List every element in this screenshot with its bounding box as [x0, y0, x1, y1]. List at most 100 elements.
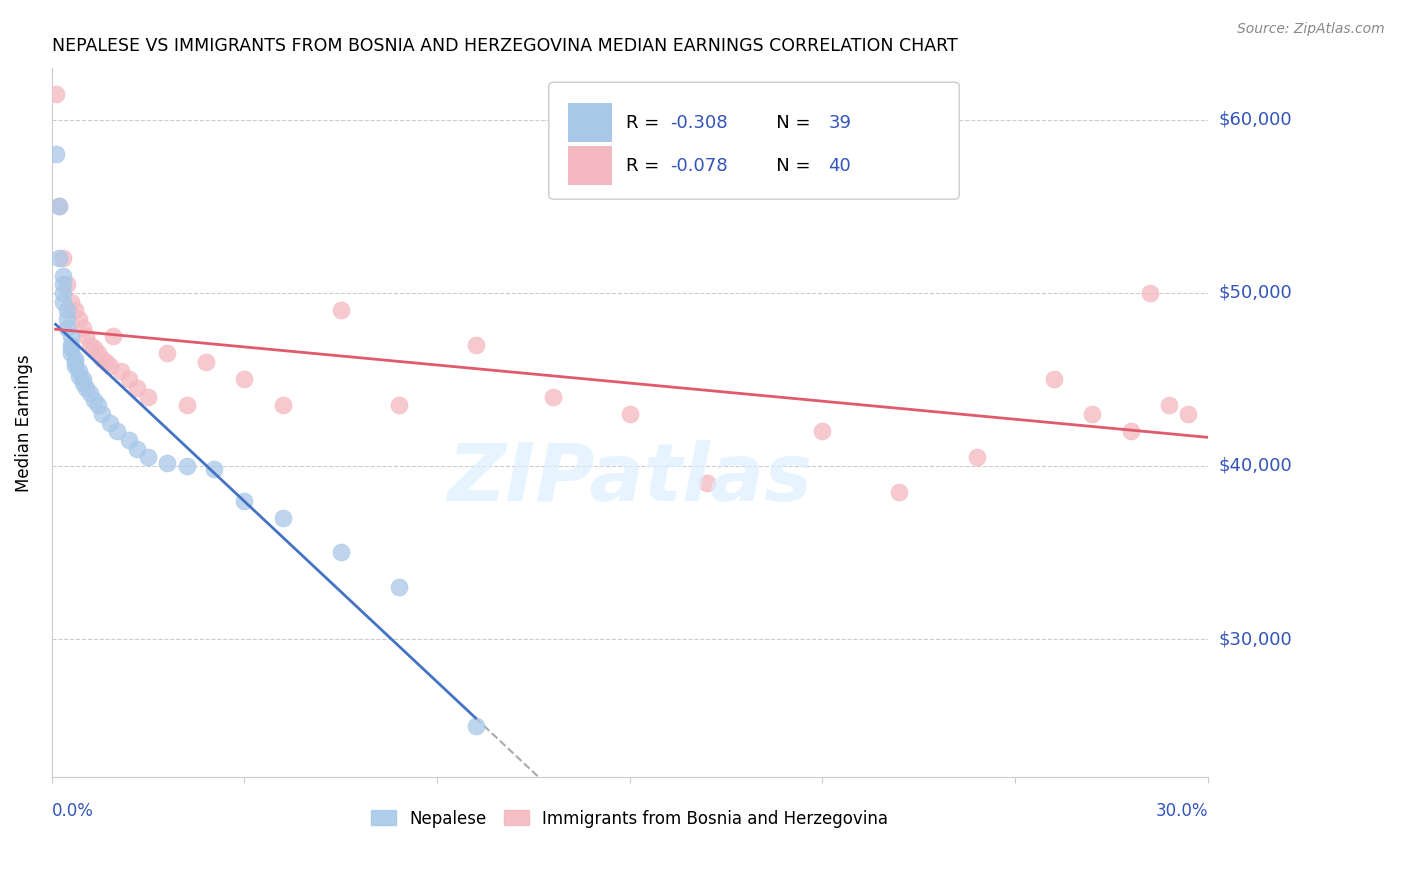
Text: Source: ZipAtlas.com: Source: ZipAtlas.com: [1237, 22, 1385, 37]
Point: [98, 416, 121, 430]
Point: [52, 268, 75, 283]
Text: 30.0%: 30.0%: [1156, 803, 1208, 821]
Point: [271, 511, 294, 525]
Point: [156, 346, 179, 360]
Point: [464, 338, 486, 352]
Point: [60, 329, 83, 343]
Point: [56, 303, 79, 318]
Point: [889, 484, 911, 499]
Point: [125, 442, 148, 456]
Point: [60, 338, 83, 352]
Point: [67, 369, 90, 384]
Point: [1139, 285, 1161, 300]
Point: [105, 425, 128, 439]
Point: [56, 311, 79, 326]
Point: [271, 398, 294, 412]
Point: [52, 277, 75, 292]
Text: ZIPatlas: ZIPatlas: [447, 441, 813, 518]
FancyBboxPatch shape: [548, 82, 959, 199]
Point: [94, 355, 117, 369]
Text: $30,000: $30,000: [1219, 630, 1292, 648]
Point: [52, 294, 75, 309]
Text: N =: N =: [759, 114, 817, 132]
Text: -0.308: -0.308: [671, 114, 728, 132]
Point: [329, 545, 352, 559]
Point: [60, 346, 83, 360]
Text: $40,000: $40,000: [1219, 457, 1292, 475]
Point: [56, 277, 79, 292]
Point: [83, 393, 105, 408]
Point: [67, 311, 90, 326]
Point: [619, 407, 641, 421]
Point: [72, 376, 94, 390]
Point: [60, 341, 83, 355]
Point: [75, 381, 97, 395]
Point: [67, 364, 90, 378]
Point: [83, 341, 105, 355]
FancyBboxPatch shape: [568, 146, 613, 185]
Point: [1042, 372, 1064, 386]
Point: [72, 320, 94, 334]
Text: $50,000: $50,000: [1219, 284, 1292, 301]
Point: [45, 87, 67, 101]
Text: R =: R =: [626, 156, 665, 175]
Point: [329, 303, 352, 318]
Point: [233, 493, 256, 508]
Text: NEPALESE VS IMMIGRANTS FROM BOSNIA AND HERZEGOVINA MEDIAN EARNINGS CORRELATION C: NEPALESE VS IMMIGRANTS FROM BOSNIA AND H…: [52, 37, 957, 55]
Point: [464, 718, 486, 732]
Point: [966, 450, 988, 465]
Point: [1159, 398, 1181, 412]
Point: [63, 355, 86, 369]
Point: [387, 398, 409, 412]
Point: [233, 372, 256, 386]
Point: [541, 390, 564, 404]
Text: N =: N =: [759, 156, 817, 175]
Point: [136, 450, 159, 465]
Text: -0.078: -0.078: [671, 156, 728, 175]
Point: [118, 372, 141, 386]
Point: [48, 199, 70, 213]
Point: [176, 458, 198, 473]
FancyBboxPatch shape: [568, 103, 613, 143]
Point: [1081, 407, 1104, 421]
Y-axis label: Median Earnings: Median Earnings: [15, 354, 32, 491]
Point: [75, 329, 97, 343]
Point: [103, 329, 125, 343]
Point: [56, 320, 79, 334]
Point: [90, 351, 112, 366]
Point: [52, 285, 75, 300]
Legend: Nepalese, Immigrants from Bosnia and Herzegovina: Nepalese, Immigrants from Bosnia and Her…: [364, 803, 894, 834]
Point: [387, 580, 409, 594]
Point: [696, 476, 718, 491]
Point: [202, 462, 225, 476]
Text: 40: 40: [828, 156, 851, 175]
Point: [1119, 425, 1142, 439]
Text: $60,000: $60,000: [1219, 111, 1292, 128]
Point: [72, 372, 94, 386]
Point: [87, 346, 110, 360]
Text: 39: 39: [828, 114, 852, 132]
Point: [156, 456, 179, 470]
Text: 0.0%: 0.0%: [52, 803, 94, 821]
Point: [63, 359, 86, 373]
Point: [79, 386, 101, 401]
Point: [45, 147, 67, 161]
Point: [48, 199, 70, 213]
Point: [90, 407, 112, 421]
Point: [52, 252, 75, 266]
Point: [60, 294, 83, 309]
Point: [136, 390, 159, 404]
Point: [811, 425, 834, 439]
Point: [125, 381, 148, 395]
Point: [194, 355, 217, 369]
Point: [63, 303, 86, 318]
Point: [118, 433, 141, 447]
Point: [98, 359, 121, 373]
Point: [48, 252, 70, 266]
Point: [1177, 407, 1199, 421]
Point: [87, 398, 110, 412]
Point: [176, 398, 198, 412]
Point: [110, 364, 132, 378]
Text: R =: R =: [626, 114, 665, 132]
Point: [63, 351, 86, 366]
